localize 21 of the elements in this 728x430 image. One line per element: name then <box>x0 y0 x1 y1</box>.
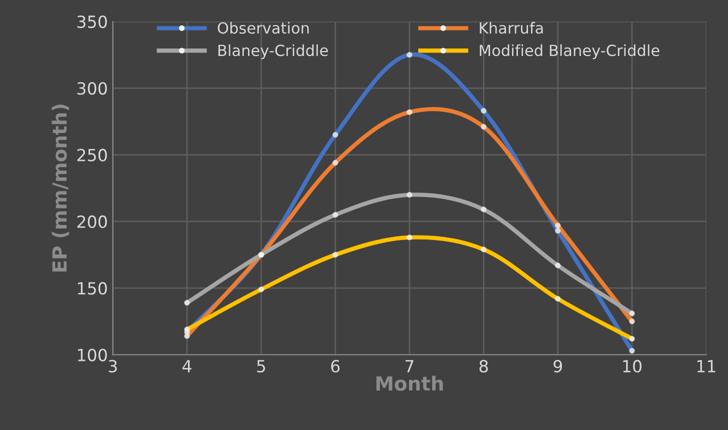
legend-label: Blaney-Criddle <box>218 44 328 60</box>
x-tick-label: 5 <box>257 360 266 373</box>
x-tick-label: 8 <box>479 360 488 373</box>
y-tick-label: 200 <box>77 215 107 228</box>
x-tick-label: 11 <box>697 360 716 372</box>
legend-label: Modified Blaney-Criddle <box>480 44 660 60</box>
y-tick-label: 350 <box>77 15 107 28</box>
x-tick-label: 3 <box>108 360 117 373</box>
y-tick-label: 250 <box>77 148 107 162</box>
x-tick-label: 7 <box>406 360 414 372</box>
x-tick-label: 4 <box>182 360 192 372</box>
y-axis-title: EP (mm/month) <box>52 104 70 272</box>
x-tick-label: 9 <box>554 360 562 373</box>
y-tick-label: 100 <box>78 348 107 362</box>
y-tick-label: 300 <box>77 82 107 95</box>
x-tick-label: 6 <box>331 360 340 373</box>
x-axis-title: Month <box>376 376 443 391</box>
y-tick-label: 150 <box>78 282 107 295</box>
legend-label: Kharrufa <box>480 22 543 34</box>
legend-label: Observation <box>218 22 309 34</box>
x-tick-label: 10 <box>623 360 642 373</box>
